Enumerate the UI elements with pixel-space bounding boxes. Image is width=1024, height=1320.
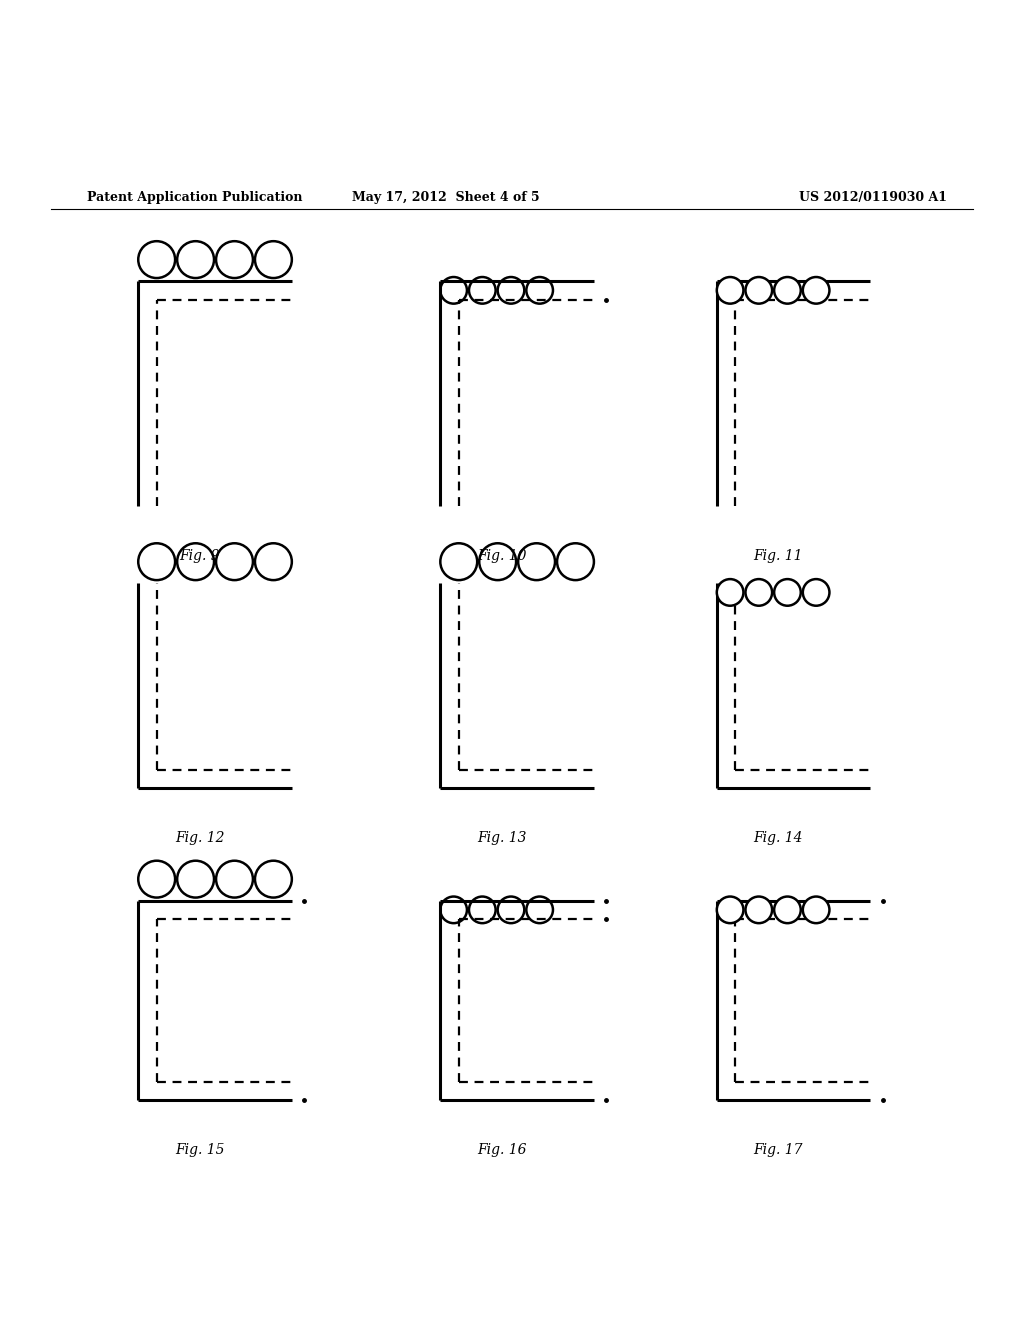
Circle shape bbox=[717, 277, 743, 304]
Text: US 2012/0119030 A1: US 2012/0119030 A1 bbox=[799, 190, 947, 203]
Text: Fig. 12: Fig. 12 bbox=[175, 832, 224, 845]
Text: Fig. 15: Fig. 15 bbox=[175, 1143, 224, 1158]
Circle shape bbox=[774, 277, 801, 304]
Text: Patent Application Publication: Patent Application Publication bbox=[87, 190, 302, 203]
Circle shape bbox=[717, 896, 743, 923]
Circle shape bbox=[803, 277, 829, 304]
Text: Fig. 11: Fig. 11 bbox=[754, 549, 803, 564]
Text: May 17, 2012  Sheet 4 of 5: May 17, 2012 Sheet 4 of 5 bbox=[351, 190, 540, 203]
Text: Fig. 10: Fig. 10 bbox=[477, 549, 526, 564]
Text: Fig. 17: Fig. 17 bbox=[754, 1143, 803, 1158]
Circle shape bbox=[717, 579, 743, 606]
Text: Fig. 14: Fig. 14 bbox=[754, 832, 803, 845]
Circle shape bbox=[745, 579, 772, 606]
Circle shape bbox=[745, 277, 772, 304]
Text: Fig. 13: Fig. 13 bbox=[477, 832, 526, 845]
Circle shape bbox=[803, 896, 829, 923]
Text: Fig. 16: Fig. 16 bbox=[477, 1143, 526, 1158]
Circle shape bbox=[745, 896, 772, 923]
Circle shape bbox=[803, 579, 829, 606]
Circle shape bbox=[774, 896, 801, 923]
Circle shape bbox=[774, 579, 801, 606]
Text: Fig. 9: Fig. 9 bbox=[179, 549, 220, 564]
